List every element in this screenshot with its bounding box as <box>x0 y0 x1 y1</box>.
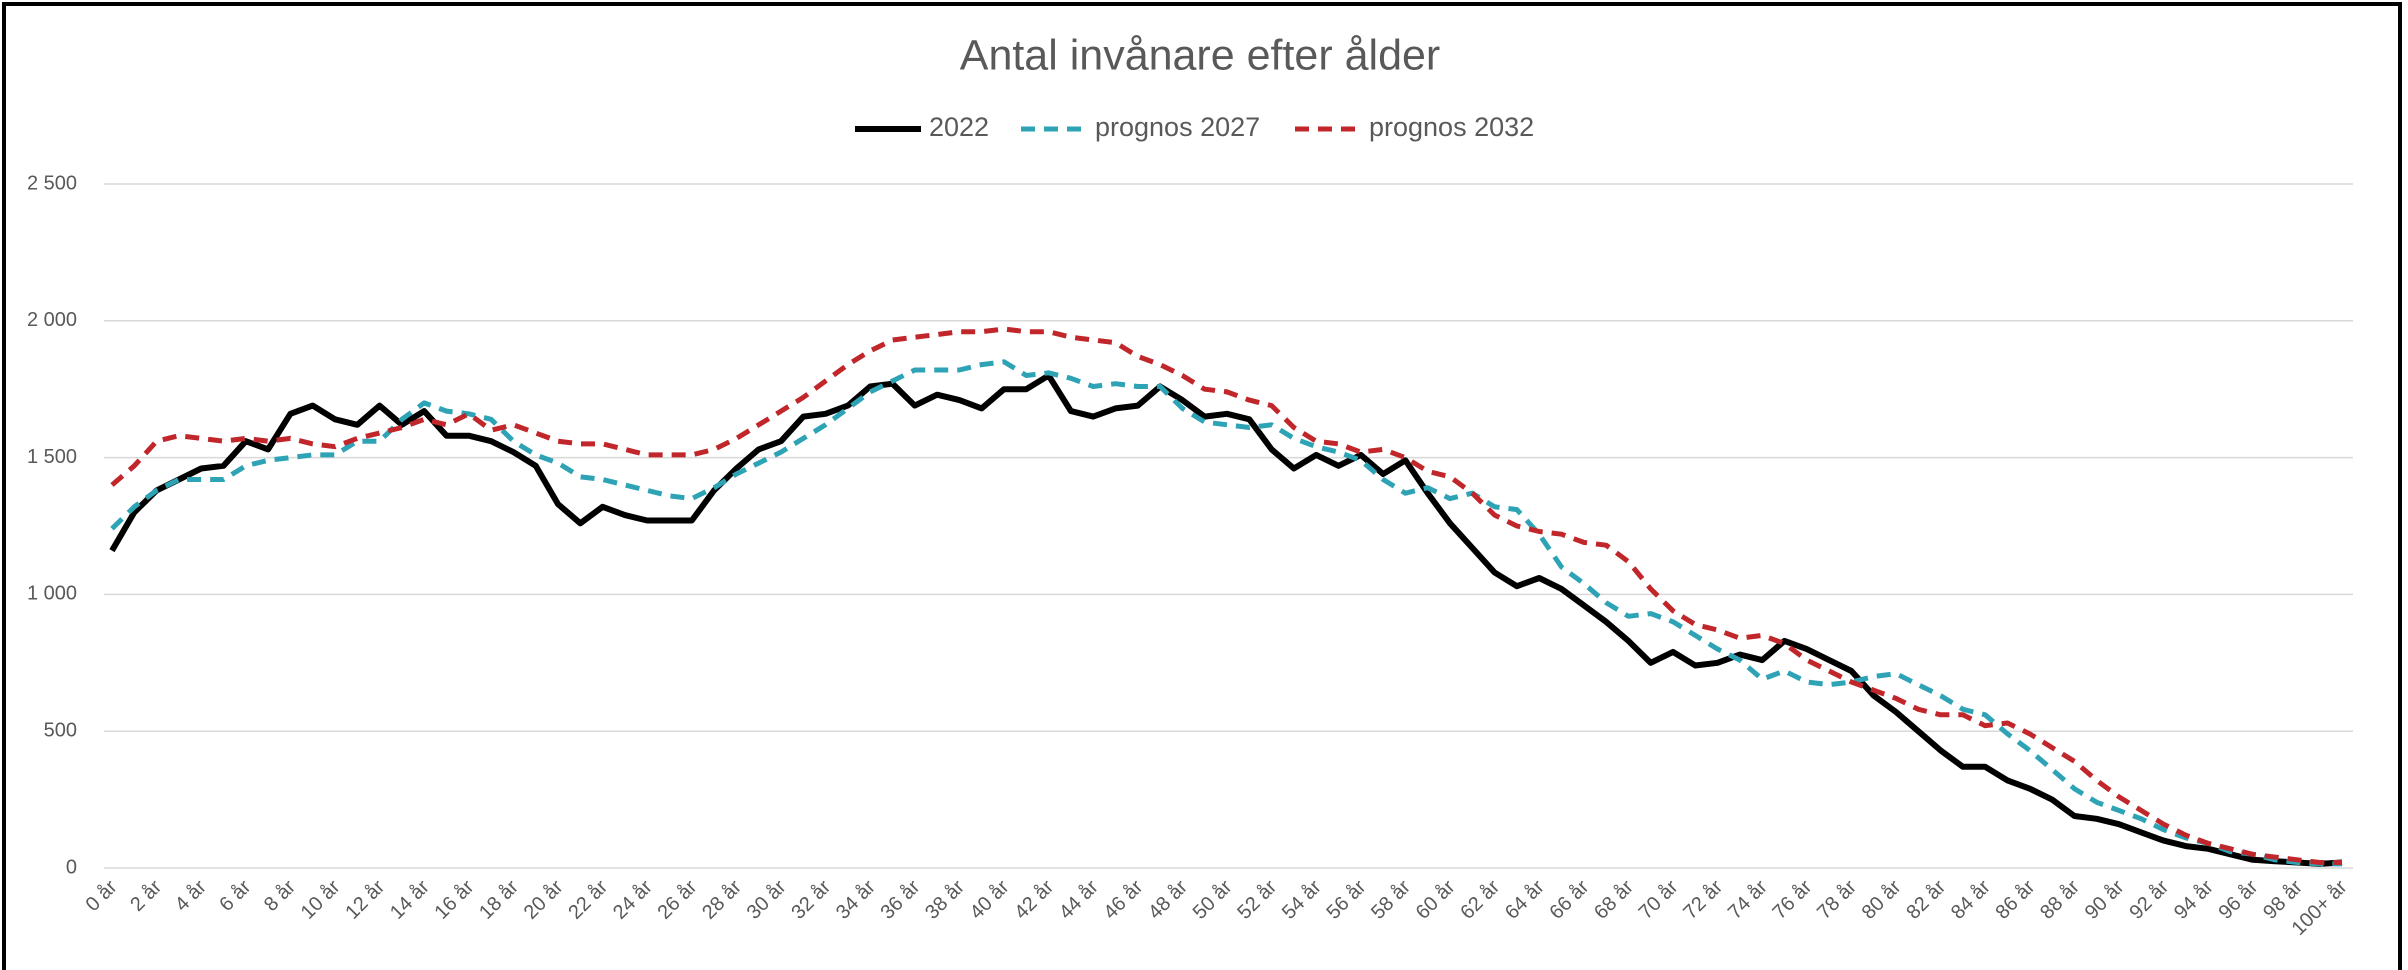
y-tick-label: 1 000 <box>27 583 77 605</box>
y-tick-label: 1 500 <box>27 446 77 468</box>
y-tick-label: 2 000 <box>27 309 77 331</box>
y-tick-label: 0 <box>66 856 77 878</box>
legend-label: prognos 2032 <box>1369 112 1534 142</box>
series-line <box>109 372 2343 867</box>
y-tick-label: 2 500 <box>27 172 77 194</box>
legend-label: prognos 2027 <box>1095 112 1260 142</box>
series-line <box>110 359 2342 867</box>
chart-title: Antal invånare efter ålder <box>960 31 1440 79</box>
legend-label: 2022 <box>929 112 989 142</box>
y-tick-label: 500 <box>44 719 77 741</box>
series-line <box>110 326 2342 865</box>
